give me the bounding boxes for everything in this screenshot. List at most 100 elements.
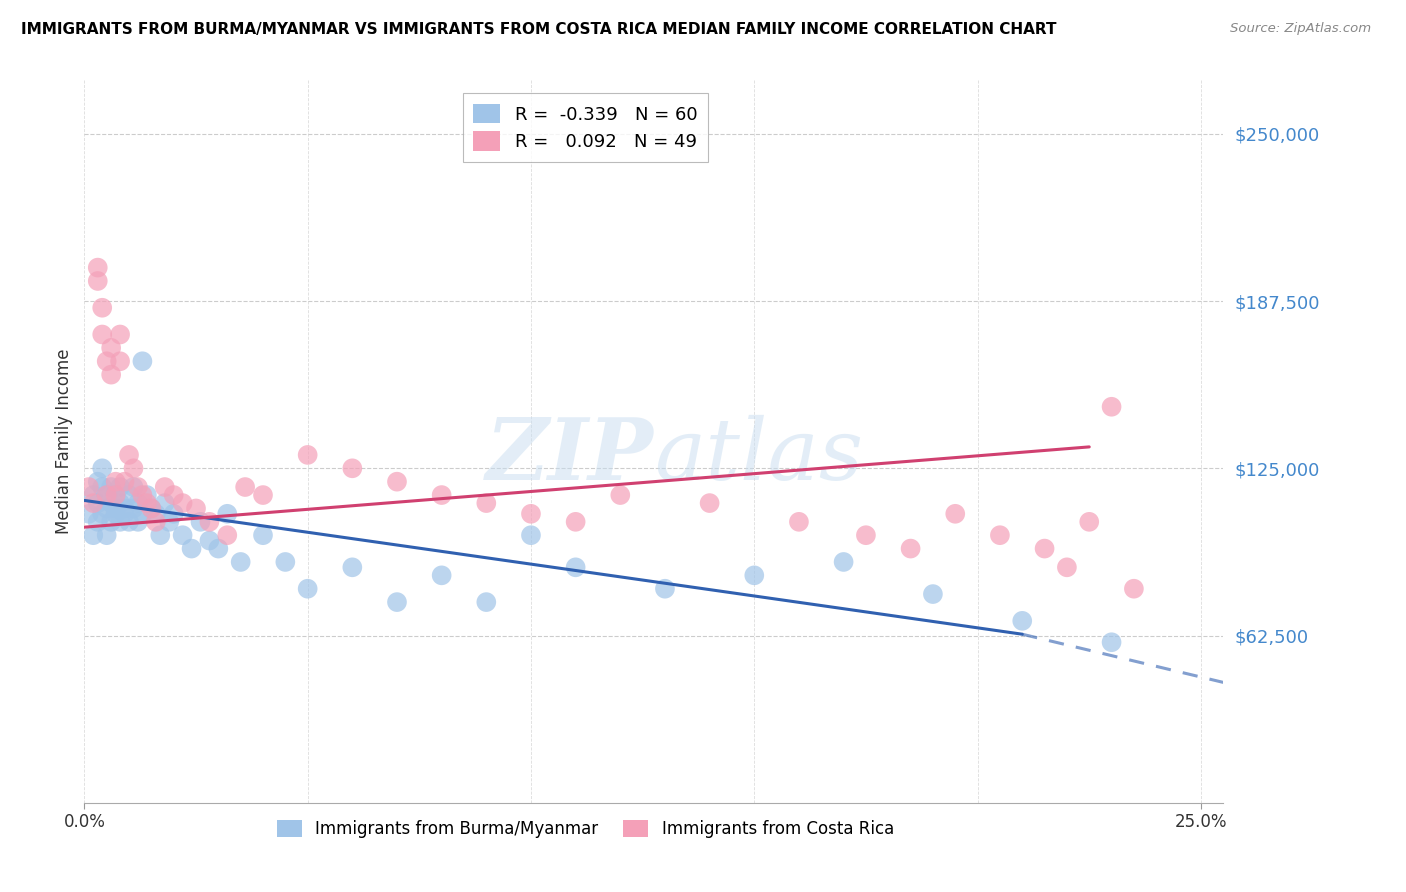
Point [609,488,631,502]
Point [217,507,239,521]
Point [342,560,364,574]
Point [108,496,131,510]
Point [1033,541,1056,556]
Point [172,528,194,542]
Point [1101,635,1123,649]
Point [229,555,252,569]
Point [118,515,141,529]
Point [699,496,721,510]
Legend: Immigrants from Burma/Myanmar, Immigrants from Costa Rica: Immigrants from Burma/Myanmar, Immigrant… [270,814,901,845]
Point [122,461,145,475]
Point [91,507,114,521]
Point [96,488,118,502]
Point [475,595,498,609]
Point [832,555,855,569]
Point [131,507,153,521]
Point [87,260,110,275]
Point [198,515,221,529]
Point [217,528,239,542]
Point [100,515,122,529]
Point [149,528,172,542]
Point [900,541,922,556]
Point [100,368,122,382]
Point [385,595,408,609]
Point [1101,400,1123,414]
Point [1011,614,1033,628]
Point [274,555,297,569]
Point [430,568,453,582]
Point [127,480,149,494]
Point [127,496,149,510]
Text: atlas: atlas [654,415,863,498]
Point [127,515,149,529]
Point [131,354,153,368]
Point [1056,560,1078,574]
Point [742,568,765,582]
Point [108,515,131,529]
Point [190,515,212,529]
Point [108,354,131,368]
Point [145,507,167,521]
Point [100,480,122,494]
Point [87,274,110,288]
Point [82,488,104,502]
Point [104,501,127,516]
Point [163,507,186,521]
Point [77,480,100,494]
Point [342,461,364,475]
Point [108,480,131,494]
Point [77,507,100,521]
Point [184,501,207,516]
Point [520,507,543,521]
Point [91,327,114,342]
Point [135,496,157,510]
Point [787,515,810,529]
Point [135,488,157,502]
Point [122,501,145,516]
Point [430,488,453,502]
Point [96,501,118,516]
Point [145,515,167,529]
Point [104,507,127,521]
Point [96,528,118,542]
Point [172,496,194,510]
Point [141,501,163,516]
Point [654,582,676,596]
Point [163,488,186,502]
Point [82,528,104,542]
Point [475,496,498,510]
Point [297,448,319,462]
Point [180,541,202,556]
Point [297,582,319,596]
Y-axis label: Median Family Income: Median Family Income [55,349,73,534]
Point [87,515,110,529]
Point [943,507,966,521]
Point [108,327,131,342]
Point [153,496,176,510]
Point [252,528,274,542]
Point [1122,582,1144,596]
Point [118,448,141,462]
Point [855,528,877,542]
Point [198,533,221,548]
Text: Source: ZipAtlas.com: Source: ZipAtlas.com [1230,22,1371,36]
Point [114,475,136,489]
Point [114,501,136,516]
Point [91,461,114,475]
Point [96,488,118,502]
Point [988,528,1011,542]
Point [118,488,141,502]
Point [207,541,229,556]
Text: IMMIGRANTS FROM BURMA/MYANMAR VS IMMIGRANTS FROM COSTA RICA MEDIAN FAMILY INCOME: IMMIGRANTS FROM BURMA/MYANMAR VS IMMIGRA… [21,22,1056,37]
Point [922,587,945,601]
Point [385,475,408,489]
Point [100,496,122,510]
Point [1078,515,1101,529]
Point [104,488,127,502]
Point [233,480,256,494]
Point [104,475,127,489]
Point [96,354,118,368]
Point [564,560,586,574]
Point [82,496,104,510]
Point [91,480,114,494]
